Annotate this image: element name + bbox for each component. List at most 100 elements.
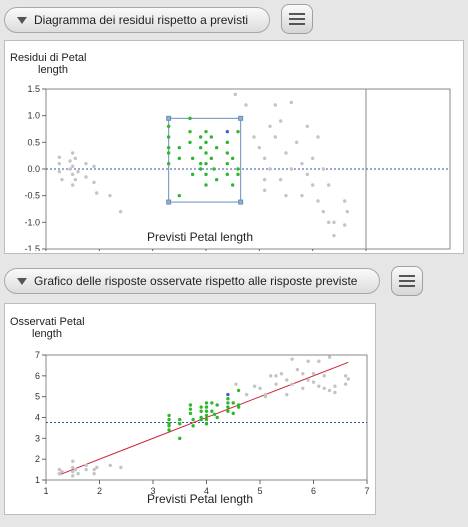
- data-point: [57, 169, 62, 174]
- data-point: [342, 199, 347, 203]
- data-point: [177, 193, 182, 198]
- y-tick-label: 1.0: [27, 111, 40, 121]
- data-point: [317, 384, 321, 388]
- data-point: [177, 156, 182, 161]
- data-point: [199, 409, 203, 413]
- data-point: [108, 463, 112, 468]
- data-point: [322, 374, 326, 378]
- x-tick-label: 5: [257, 486, 262, 496]
- x-tick-label: 1: [43, 486, 48, 496]
- residual-plot-chart[interactable]: 12345671.51.00.50.0-0.5-1.0-1.5: [5, 71, 463, 251]
- data-point: [178, 417, 182, 422]
- data-point: [225, 140, 230, 145]
- data-point: [225, 129, 230, 134]
- data-point: [166, 151, 171, 155]
- data-point: [71, 465, 75, 470]
- residual-plot-panel: Residui di Petal length 12345671.51.00.5…: [4, 40, 464, 254]
- data-point: [167, 428, 171, 432]
- data-point: [166, 124, 171, 129]
- data-point: [209, 156, 214, 161]
- residual-plot-header[interactable]: Diagramma dei residui rispetto a previst…: [4, 7, 270, 33]
- data-point: [188, 407, 193, 411]
- disclosure-triangle-icon[interactable]: [17, 16, 27, 24]
- data-point: [225, 172, 230, 177]
- data-point: [70, 172, 75, 177]
- data-point: [166, 135, 171, 139]
- data-point: [278, 177, 283, 182]
- actual-vs-predicted-chart[interactable]: 1 2 3 4 5 6 7 7 6 5 4 3 2 1: [5, 340, 375, 520]
- data-point: [236, 172, 240, 177]
- data-point: [204, 129, 208, 134]
- residual-y-axis-label: Residui di Petal length: [10, 52, 87, 76]
- data-point: [166, 161, 171, 166]
- data-point: [118, 209, 123, 214]
- actual-vs-predicted-menu-button[interactable]: [391, 266, 423, 296]
- data-point: [332, 220, 336, 225]
- data-point: [289, 100, 294, 105]
- data-point: [310, 156, 315, 161]
- data-point: [76, 169, 80, 174]
- data-point: [310, 183, 315, 187]
- data-point: [231, 401, 235, 405]
- data-point: [290, 357, 294, 361]
- actual-vs-predicted-header[interactable]: Grafico delle risposte osservate rispett…: [4, 268, 380, 294]
- data-point: [343, 374, 348, 378]
- data-point: [274, 382, 278, 386]
- data-point: [279, 372, 284, 376]
- y-tick-label: 4: [35, 413, 40, 423]
- data-point: [190, 172, 195, 177]
- data-point: [92, 164, 96, 169]
- data-point: [300, 193, 304, 198]
- data-point: [327, 355, 332, 359]
- y-tick-label: 3: [35, 433, 40, 443]
- data-point: [268, 124, 272, 129]
- data-point: [57, 161, 62, 166]
- y-tick-label: -0.5: [24, 191, 40, 201]
- residual-plot-menu-button[interactable]: [281, 4, 313, 34]
- data-point: [94, 191, 99, 195]
- data-point: [204, 172, 208, 177]
- data-point: [167, 424, 171, 428]
- data-point: [333, 390, 337, 395]
- data-point: [236, 405, 241, 409]
- data-point: [70, 151, 75, 155]
- data-point: [204, 401, 209, 405]
- data-point: [284, 193, 288, 198]
- data-point: [71, 469, 75, 474]
- data-point: [92, 180, 96, 185]
- hamburger-menu-icon: [399, 275, 415, 277]
- data-point: [306, 359, 310, 363]
- data-point: [191, 417, 195, 422]
- data-point: [188, 140, 192, 145]
- data-point: [204, 413, 209, 418]
- data-point: [204, 417, 209, 422]
- selection-handle: [238, 199, 244, 205]
- data-point: [311, 380, 316, 384]
- y-tick-label: 5: [35, 392, 40, 402]
- data-point: [244, 103, 248, 107]
- y-tick-label: -1.0: [24, 217, 40, 227]
- data-point: [274, 374, 278, 378]
- data-point: [333, 384, 337, 388]
- data-point: [326, 183, 331, 187]
- data-point: [73, 467, 78, 472]
- data-point: [198, 135, 203, 139]
- observed-y-axis-label: Osservati Petal length: [10, 316, 85, 340]
- data-point: [198, 145, 203, 150]
- data-point: [321, 209, 326, 214]
- data-point: [210, 401, 214, 405]
- data-point: [262, 188, 267, 193]
- data-point: [167, 413, 171, 418]
- y-tick-label: 0.5: [27, 137, 40, 147]
- data-point: [92, 472, 96, 476]
- data-point: [209, 135, 214, 139]
- data-point: [262, 177, 267, 182]
- data-point: [214, 177, 219, 182]
- data-point: [210, 409, 214, 413]
- data-point: [188, 116, 192, 121]
- data-point: [316, 199, 320, 203]
- data-point: [190, 156, 195, 161]
- disclosure-triangle-icon[interactable]: [17, 277, 27, 285]
- data-point: [252, 135, 256, 139]
- data-point: [92, 467, 96, 472]
